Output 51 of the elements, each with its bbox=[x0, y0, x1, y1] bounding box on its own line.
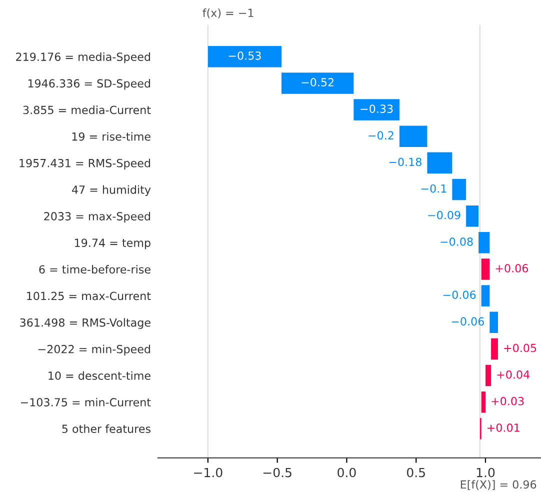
y-tick-label: 1957.431 = RMS-Speed bbox=[20, 158, 150, 170]
y-tick-label: −2022 = min-Speed bbox=[38, 344, 150, 356]
data-label: +0.03 bbox=[492, 396, 524, 406]
bar bbox=[427, 152, 452, 174]
data-label: −0.53 bbox=[228, 51, 261, 60]
bar bbox=[490, 312, 498, 333]
bar bbox=[481, 391, 486, 413]
data-label: −0.2 bbox=[368, 131, 394, 140]
y-tick-label: 219.176 = media-Speed bbox=[16, 52, 150, 64]
data-label: −0.06 bbox=[443, 290, 476, 300]
y-tick-label: 47 = humidity bbox=[72, 185, 151, 196]
data-label: +0.06 bbox=[496, 264, 528, 272]
y-tick-label: 19 = rise-time bbox=[72, 132, 150, 141]
x-tick-label: −0.5 bbox=[263, 468, 292, 478]
y-tick-label: 19.74 = temp bbox=[74, 238, 150, 250]
data-label: −0.33 bbox=[360, 104, 393, 114]
bar bbox=[281, 72, 354, 94]
x-tick-label: 0.0 bbox=[338, 468, 356, 478]
data-label: −0.52 bbox=[302, 78, 334, 86]
text: f(x) = −1 bbox=[202, 8, 254, 18]
y-tick-label: 10 = descent-time bbox=[48, 371, 150, 380]
y-tick-label: 5 other features bbox=[62, 424, 150, 434]
y-tick-label: 3.855 = media-Current bbox=[23, 106, 151, 114]
data-label: +0.01 bbox=[488, 423, 520, 432]
y-tick-label: 6 = time-before-rise bbox=[39, 264, 150, 274]
text: E[f(X)] = 0.96 bbox=[460, 480, 536, 490]
data-label: −0.06 bbox=[452, 317, 484, 326]
x-tick-label: 0.5 bbox=[406, 468, 425, 478]
bar bbox=[491, 338, 498, 360]
bar bbox=[208, 46, 282, 68]
y-tick-label: −103.75 = min-Current bbox=[20, 398, 151, 406]
bar bbox=[478, 232, 490, 254]
y-tick-label: 361.498 = RMS-Voltage bbox=[20, 318, 150, 329]
bar bbox=[485, 364, 492, 386]
bar bbox=[481, 285, 490, 306]
data-label: +0.04 bbox=[497, 370, 530, 379]
data-label: −0.18 bbox=[389, 158, 422, 166]
bar bbox=[399, 126, 428, 147]
bar bbox=[481, 258, 490, 280]
data-label: −0.09 bbox=[428, 210, 460, 220]
x-tick-label: 1.0 bbox=[476, 468, 495, 478]
data-label: +0.05 bbox=[504, 344, 536, 352]
bar bbox=[466, 205, 479, 227]
y-tick-label: 1946.336 = SD-Speed bbox=[28, 78, 150, 90]
bar bbox=[452, 178, 466, 200]
x-tick-label: −1.0 bbox=[194, 468, 222, 478]
y-tick-label: 2033 = max-Speed bbox=[44, 212, 150, 223]
data-label: −0.08 bbox=[440, 237, 473, 246]
data-label: −0.1 bbox=[421, 184, 446, 193]
bar bbox=[354, 99, 400, 120]
y-tick-label: 101.25 = max-Current bbox=[27, 292, 151, 300]
